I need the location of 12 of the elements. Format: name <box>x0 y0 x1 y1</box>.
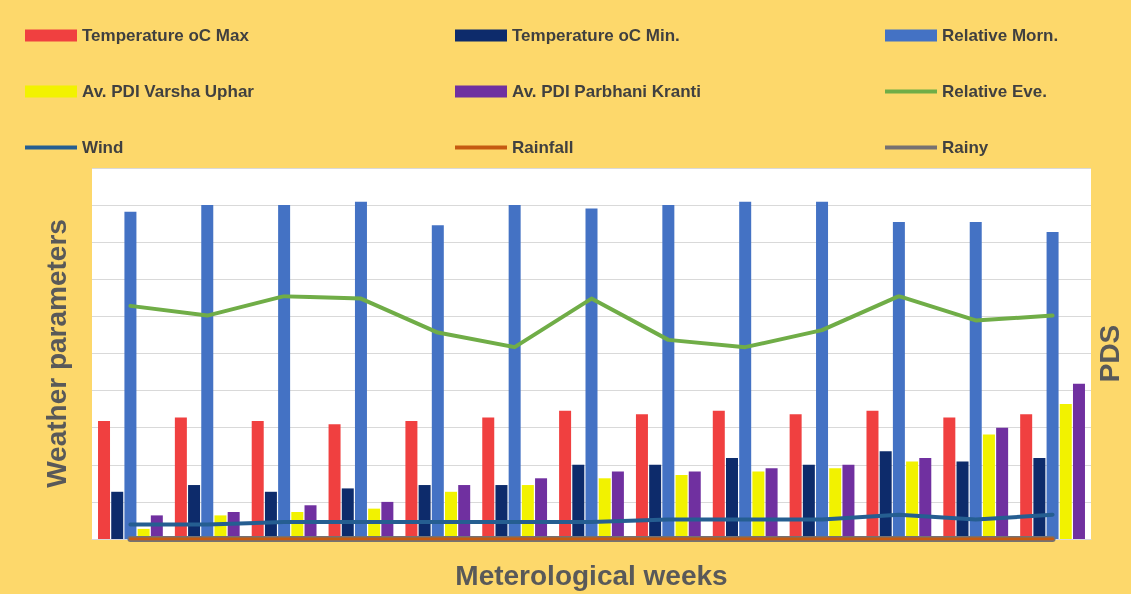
legend-label: Relative Eve. <box>942 82 1047 101</box>
legend-label: Wind <box>82 138 124 157</box>
legend-label: Av. PDI Parbhani Kranti <box>512 82 701 101</box>
legend-label: Rainfall <box>512 138 574 157</box>
y-axis-title: Weather parameters <box>40 219 72 488</box>
legend-label: Av. PDI Varsha Uphar <box>82 82 255 101</box>
y2-axis-title: PDS <box>1093 324 1125 383</box>
legend-label: Rainy <box>942 138 989 157</box>
legend-label: Relative Morn. <box>942 26 1059 45</box>
legend-label: Temperature oC Max <box>82 26 250 45</box>
x-axis-title: Meterological weeks <box>455 559 728 591</box>
legend-label: Temperature oC Min. <box>512 26 680 45</box>
